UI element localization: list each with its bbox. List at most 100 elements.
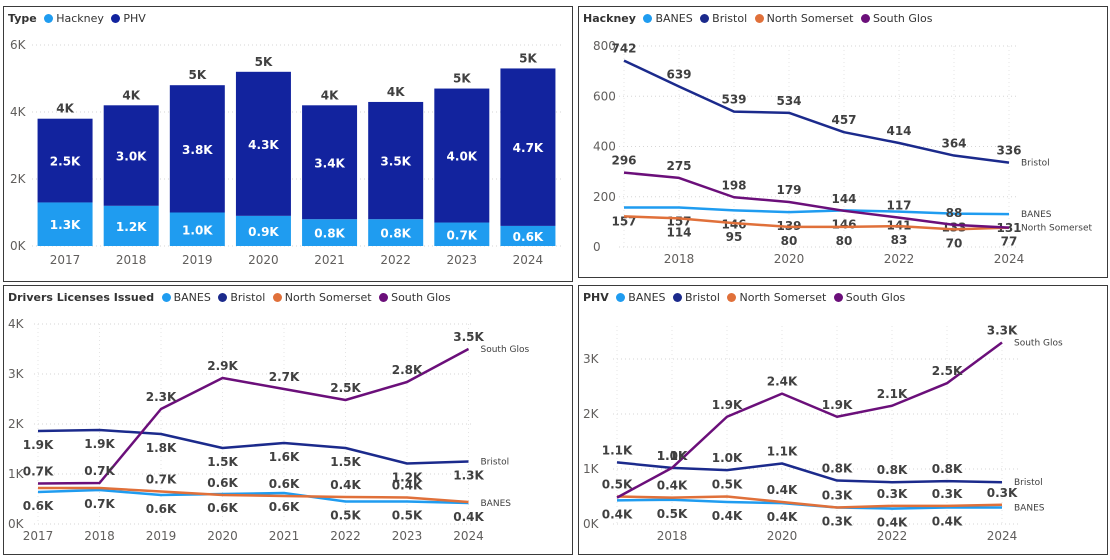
data-label-hackney: 0.6K <box>513 230 544 244</box>
y-tick-label: 2K <box>10 172 27 186</box>
data-label-bristol: 364 <box>941 137 966 151</box>
data-label-phv: 4.3K <box>248 138 279 152</box>
data-label-total: 5K <box>188 68 206 82</box>
data-label-total: 5K <box>453 72 471 86</box>
data-label-total: 5K <box>255 55 273 69</box>
data-label-bristol: 1.5K <box>207 455 238 469</box>
data-label-bristol: 0.8K <box>932 462 963 476</box>
legend-item-north-somerset[interactable]: North Somerset <box>727 291 826 304</box>
legend-dot-icon <box>700 14 710 23</box>
legend-item-bristol[interactable]: Bristol <box>673 291 720 304</box>
x-tick-label: 2024 <box>994 252 1025 266</box>
y-tick-label: 0K <box>10 239 27 253</box>
data-label-banes: 0.4K <box>453 510 484 524</box>
data-label-bristol: 1.1K <box>767 445 798 459</box>
drivers-line-chart: 0K 1K 2K 3K 4K 2017 2018 2019 2020 2021 2022 2023 20… <box>8 317 529 543</box>
y-tick-label: 200 <box>593 190 616 204</box>
data-label-phv: 3.8K <box>182 143 213 157</box>
data-label-north-somerset: 83 <box>891 233 908 247</box>
data-label-south-glos: 2.3K <box>146 390 177 404</box>
data-label-south-glos: 117 <box>886 199 911 213</box>
data-label-south-glos: 2.5K <box>330 381 361 395</box>
type-chart-panel: Type Hackney PHV 0K 2K 4K 6K 1.3K 2.5K 4K 2017 1… <box>3 6 573 282</box>
series-end-label-north-somerset: North Somerset <box>1021 224 1092 234</box>
data-label-south-glos: 0.7K <box>84 464 115 478</box>
legend-item-bristol[interactable]: Bristol <box>218 291 265 304</box>
data-label-banes: 0.4K <box>712 509 743 523</box>
data-label-north-somerset: 0.4K <box>767 483 798 497</box>
legend-item-south-glos[interactable]: South Glos <box>379 291 451 304</box>
phv-chart-panel: PHV BANES Bristol North Somerset South G… <box>578 285 1108 555</box>
x-tick-label: 2022 <box>884 252 915 266</box>
data-label-banes: 0.6K <box>146 502 177 516</box>
bar-hackney <box>169 212 225 246</box>
y-tick-label: 2K <box>8 417 25 431</box>
data-label-south-glos: 2.8K <box>392 363 423 377</box>
bar-phv <box>37 118 93 203</box>
bar-phv <box>302 105 358 220</box>
data-label-total: 5K <box>519 51 537 65</box>
data-label-north-somerset: 0.3K <box>822 489 853 503</box>
data-label-bristol: 457 <box>831 113 856 127</box>
data-label-north-somerset: 0.4K <box>330 478 361 492</box>
data-label-south-glos: 3.3K <box>987 324 1018 338</box>
legend-item-banes[interactable]: BANES <box>643 12 693 25</box>
legend-item-banes[interactable]: BANES <box>161 291 211 304</box>
legend-item-bristol[interactable]: Bristol <box>700 12 747 25</box>
x-tick-label: 2022 <box>877 529 908 543</box>
data-label-total: 4K <box>387 85 405 99</box>
legend-dot-icon <box>754 14 764 23</box>
y-tick-label: 6K <box>10 38 27 52</box>
bar-phv <box>368 101 424 220</box>
data-label-banes: 0.4K <box>602 507 633 521</box>
y-tick-label: 600 <box>593 89 616 103</box>
data-label-bristol: 1.5K <box>330 455 361 469</box>
data-label-north-somerset: 0.5K <box>602 478 633 492</box>
data-label-banes: 0.6K <box>207 501 238 515</box>
x-tick-label: 2024 <box>513 253 544 267</box>
data-label-banes: 0.6K <box>269 500 300 514</box>
data-label-banes: 0.5K <box>392 509 423 523</box>
y-tick-label: 0K <box>8 517 25 531</box>
data-label-total: 4K <box>56 102 74 116</box>
data-label-hackney: 1.2K <box>116 220 147 234</box>
series-end-label-banes: BANES <box>1014 504 1045 514</box>
data-label-hackney: 0.9K <box>248 225 279 239</box>
data-label-south-glos: 2.1K <box>877 387 908 401</box>
legend-item-banes[interactable]: BANES <box>616 291 666 304</box>
hackney-legend: Hackney BANES Bristol North Somerset Sou… <box>583 12 936 25</box>
x-tick-label: 2024 <box>987 529 1018 543</box>
series-end-label-bristol: Bristol <box>1014 478 1043 488</box>
legend-item-south-glos[interactable]: South Glos <box>833 291 905 304</box>
x-tick-label: 2020 <box>248 253 279 267</box>
x-tick-label: 2021 <box>269 529 300 543</box>
series-end-label-bristol: Bristol <box>481 458 510 468</box>
y-tick-label: 4K <box>10 105 27 119</box>
data-label-banes: 146 <box>831 217 856 231</box>
data-label-north-somerset: 0.5K <box>712 478 743 492</box>
data-label-phv: 4.7K <box>513 141 544 155</box>
legend-item-north-somerset[interactable]: North Somerset <box>754 12 853 25</box>
data-label-south-glos: 3.5K <box>453 330 484 344</box>
x-tick-label: 2021 <box>314 253 345 267</box>
legend-item-hackney[interactable]: Hackney <box>44 12 104 25</box>
data-label-south-glos: 2.9K <box>207 359 238 373</box>
data-label-banes: 0.5K <box>657 507 688 521</box>
series-line-banes <box>624 206 1010 216</box>
data-label-bristol: 336 <box>996 144 1021 158</box>
x-tick-label: 2018 <box>84 529 115 543</box>
legend-item-south-glos[interactable]: South Glos <box>860 12 932 25</box>
series-end-label-south-glos: South Glos <box>1014 339 1063 349</box>
legend-dot-icon <box>379 293 389 302</box>
x-tick-label: 2018 <box>664 252 695 266</box>
legend-item-phv[interactable]: PHV <box>111 12 146 25</box>
legend-item-north-somerset[interactable]: North Somerset <box>272 291 372 304</box>
y-tick-label: 2K <box>583 407 600 421</box>
series-line-north-somerset <box>623 215 1010 231</box>
series-line-bristol <box>623 59 1010 164</box>
bar-phv <box>235 71 291 216</box>
x-tick-label: 2020 <box>207 529 238 543</box>
type-legend: Type Hackney PHV <box>8 12 150 25</box>
series-line-banes <box>37 488 469 505</box>
data-label-bristol: 1.9K <box>23 438 54 452</box>
